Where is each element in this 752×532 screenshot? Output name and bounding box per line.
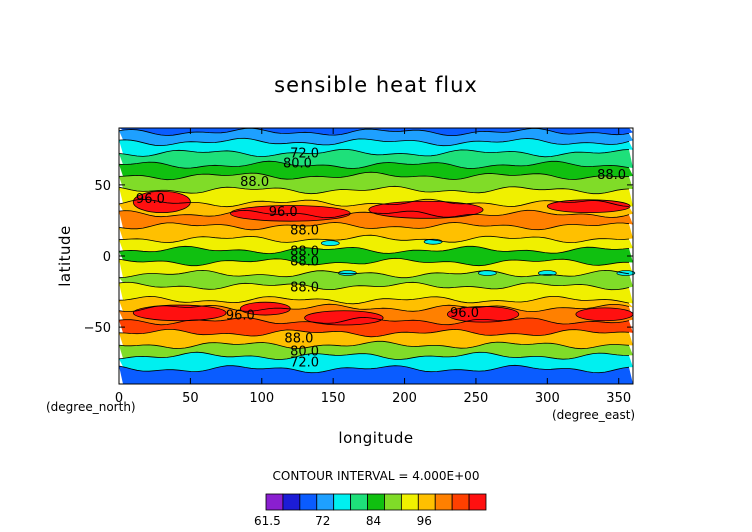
x-axis-label: longitude: [338, 429, 413, 447]
contour-label: 88.0: [597, 168, 626, 183]
contour-band: [119, 365, 633, 384]
contour-line: [118, 234, 630, 244]
contour-plot-area: 72.080.088.0 88.096.096.088.088.088.088.0…: [118, 127, 636, 385]
contour-line: [118, 281, 630, 291]
colorbar-swatch: [299, 493, 318, 511]
contour-label: 96.0: [269, 205, 298, 220]
contour-line: [118, 198, 630, 208]
x-tick-label: 50: [182, 391, 199, 406]
colorbar-tick-label: 61.5: [254, 514, 281, 528]
colorbar-swatch: [333, 493, 352, 511]
contour-band: [119, 270, 633, 290]
colorbar-swatch: [451, 493, 470, 511]
high-flux-region: [575, 307, 634, 322]
colorbar-swatch: [367, 493, 385, 511]
contour-line: [118, 295, 630, 305]
contour-line: [118, 257, 629, 267]
high-flux-region: [304, 310, 384, 326]
x-tick-label: 0: [115, 391, 123, 406]
y-tick-label: 0: [103, 250, 111, 265]
high-flux-region: [368, 200, 484, 219]
low-flux-patch: [537, 270, 557, 276]
high-flux-region: [132, 304, 227, 322]
contour-band: [119, 149, 633, 169]
contour-label: 88.0: [290, 223, 319, 238]
contour-band: [119, 282, 633, 304]
contour-band: [119, 317, 633, 337]
contour-line: [118, 316, 630, 326]
x-tick-label: 250: [464, 391, 489, 406]
colorbar-swatch: [316, 493, 335, 511]
contour-band: [119, 138, 633, 157]
contour-band: [119, 258, 633, 278]
contour-interval-text: CONTOUR INTERVAL = 4.000E+00: [273, 469, 480, 483]
colorbar-swatch: [434, 493, 453, 511]
contour-band: [119, 161, 633, 180]
contour-line: [118, 222, 630, 231]
y-tick-label: 50: [94, 179, 111, 194]
contour-band: [119, 172, 633, 194]
x-tick-label: 350: [606, 391, 631, 406]
contour-line: [118, 351, 630, 360]
contour-label: 88.0: [290, 255, 319, 270]
colorbar-swatch: [265, 493, 284, 511]
contour-line: [118, 209, 630, 219]
contour-label: 88.0: [290, 280, 319, 295]
contour-label: 88.0: [290, 245, 319, 260]
colorbar-swatch: [468, 493, 487, 511]
contour-band: [119, 341, 633, 360]
x-unit-label: (degree_east): [552, 408, 635, 422]
contour-line: [118, 269, 630, 279]
contour-line: [118, 340, 630, 350]
colorbar-swatch: [400, 493, 419, 511]
contour-line: [118, 171, 630, 181]
colorbar-tick-label: 96: [417, 514, 432, 528]
colorbar-swatch: [350, 493, 368, 511]
colorbar-tick-label: 84: [366, 514, 381, 528]
contour-label: 88.0: [284, 331, 313, 346]
colorbar-tick-label: 72: [315, 514, 330, 528]
y-axis-label: latitude: [56, 225, 74, 287]
contour-label: 96.0: [226, 309, 255, 324]
x-tick-label: 100: [249, 391, 274, 406]
contour-line: [118, 245, 630, 255]
x-tick-label: 200: [392, 391, 417, 406]
contour-label: 72.0: [290, 356, 319, 371]
y-unit-label: (degree_north): [46, 400, 136, 414]
colorbar-swatch: [282, 493, 301, 511]
contour-label: 72.0: [290, 147, 319, 162]
contour-line: [118, 149, 630, 158]
contour-label: 80.0: [290, 344, 319, 359]
contour-line: [118, 303, 630, 313]
chart-title: sensible heat flux: [274, 73, 478, 97]
contour-line: [118, 185, 630, 195]
contour-label: 96.0: [450, 306, 479, 321]
contour-band: [119, 246, 633, 266]
colorbar-swatch: [417, 493, 436, 511]
contour-label: 88.0: [240, 175, 269, 190]
high-flux-region: [446, 306, 520, 323]
contour-line: [118, 137, 630, 147]
contour-line: [118, 364, 630, 374]
low-flux-patch: [320, 240, 340, 247]
contour-line: [118, 160, 630, 169]
contour-band: [119, 128, 633, 136]
contour-label: 80.0: [283, 157, 312, 172]
contour-label: 96.0: [136, 192, 165, 207]
colorbar: [265, 493, 487, 511]
contour-band: [119, 235, 633, 254]
contour-band: [119, 186, 633, 207]
contour-line: [118, 127, 630, 136]
colorbar-swatch: [384, 493, 402, 511]
x-tick-label: 150: [321, 391, 346, 406]
contour-line: [118, 328, 630, 338]
y-tick-label: −50: [84, 321, 111, 336]
x-tick-label: 300: [535, 391, 560, 406]
